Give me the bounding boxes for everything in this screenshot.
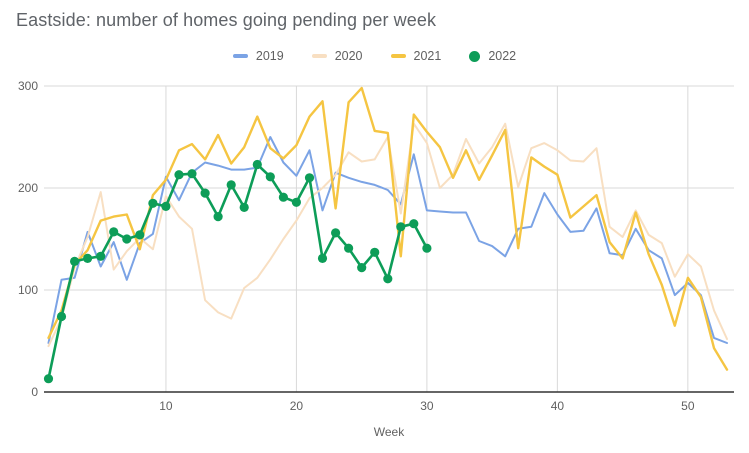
series-point-2022[interactable] bbox=[148, 198, 158, 208]
legend-item-2022[interactable]: 2022 bbox=[469, 49, 516, 63]
series-point-2022[interactable] bbox=[304, 173, 315, 183]
series-point-2022[interactable] bbox=[357, 263, 367, 273]
series-point-2022[interactable] bbox=[226, 180, 236, 190]
series-point-2022[interactable] bbox=[291, 197, 301, 207]
series-point-2022[interactable] bbox=[96, 251, 106, 261]
series-point-2022[interactable] bbox=[383, 274, 393, 284]
legend-item-2019[interactable]: 2019 bbox=[232, 49, 284, 63]
series-point-2022[interactable] bbox=[278, 192, 288, 202]
y-tick-label: 300 bbox=[18, 79, 38, 93]
series-point-2022[interactable] bbox=[161, 201, 171, 211]
chart-title: Eastside: number of homes going pending … bbox=[16, 10, 437, 30]
legend-swatch-2022 bbox=[469, 50, 481, 62]
series-point-2022[interactable] bbox=[174, 170, 184, 180]
series-point-2022[interactable] bbox=[317, 253, 328, 263]
series-point-2022[interactable] bbox=[370, 247, 380, 257]
series-point-2022[interactable] bbox=[213, 212, 223, 222]
series-point-2022[interactable] bbox=[200, 188, 210, 198]
legend-swatch-2021 bbox=[390, 54, 406, 58]
x-tick-label: 20 bbox=[290, 399, 304, 413]
series-point-2022[interactable] bbox=[396, 222, 406, 232]
legend: 2019 2020 2021 2022 bbox=[0, 49, 749, 63]
x-tick-label: 10 bbox=[159, 399, 173, 413]
legend-swatch-2019 bbox=[232, 54, 248, 58]
series-point-2022[interactable] bbox=[344, 243, 354, 253]
legend-item-2021[interactable]: 2021 bbox=[390, 49, 442, 63]
series-line-2022[interactable] bbox=[47, 163, 429, 381]
legend-label: 2021 bbox=[413, 49, 442, 63]
y-tick-label: 100 bbox=[18, 283, 38, 297]
series-line-2019[interactable] bbox=[47, 136, 728, 344]
series-point-2022[interactable] bbox=[187, 169, 197, 179]
series-point-2022[interactable] bbox=[409, 219, 419, 229]
series-point-2022[interactable] bbox=[135, 230, 145, 240]
legend-label: 2020 bbox=[334, 49, 363, 63]
series-line-2021[interactable] bbox=[47, 86, 729, 371]
series-point-2022[interactable] bbox=[422, 243, 432, 253]
series-point-2022[interactable] bbox=[43, 374, 54, 384]
x-axis-title: Week bbox=[373, 425, 405, 439]
series-point-2022[interactable] bbox=[265, 172, 275, 182]
series-point-2022[interactable] bbox=[70, 256, 80, 266]
x-tick-label: 40 bbox=[551, 399, 565, 413]
series-point-2022[interactable] bbox=[109, 227, 119, 237]
series-point-2022[interactable] bbox=[239, 202, 249, 212]
legend-item-2020[interactable]: 2020 bbox=[311, 49, 363, 63]
y-tick-label: 200 bbox=[18, 181, 38, 195]
y-tick-label: 0 bbox=[31, 385, 38, 399]
series-point-2022[interactable] bbox=[56, 311, 67, 322]
x-tick-label: 30 bbox=[420, 399, 434, 413]
series-point-2022[interactable] bbox=[331, 228, 341, 238]
series-point-2022[interactable] bbox=[122, 234, 132, 244]
legend-label: 2022 bbox=[488, 49, 517, 63]
legend-swatch-2020 bbox=[311, 54, 327, 58]
series-point-2022[interactable] bbox=[83, 253, 93, 263]
legend-label: 2019 bbox=[255, 49, 284, 63]
series-point-2022[interactable] bbox=[252, 159, 262, 170]
x-tick-label: 50 bbox=[681, 399, 695, 413]
